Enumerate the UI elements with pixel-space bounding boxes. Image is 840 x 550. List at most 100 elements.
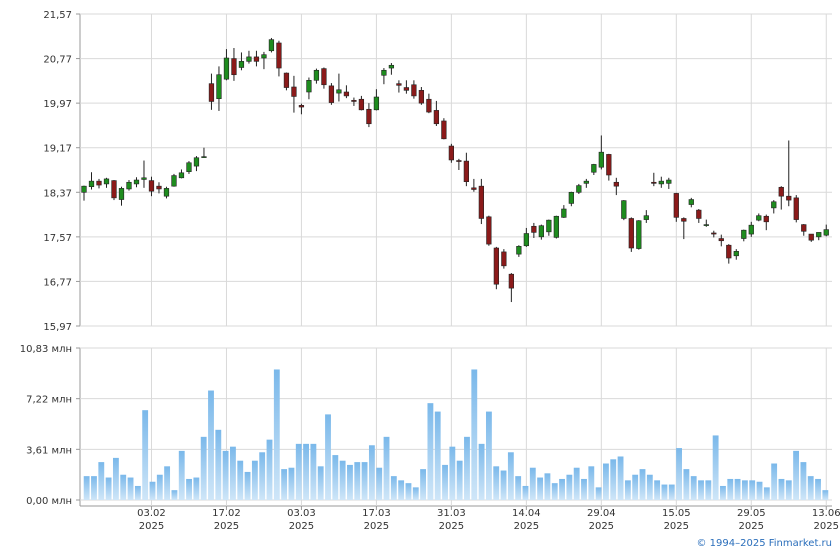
volume-bar bbox=[822, 490, 829, 500]
candle bbox=[681, 217, 687, 240]
candle bbox=[688, 197, 694, 208]
candle-body bbox=[133, 179, 140, 185]
volume-bar bbox=[295, 443, 302, 500]
date-tick-year: 2025 bbox=[664, 521, 689, 532]
candle bbox=[628, 217, 634, 252]
volume-tick-label: 0,00 млн bbox=[26, 496, 72, 507]
candle bbox=[816, 232, 822, 241]
volume-bar bbox=[464, 436, 470, 500]
candle-body bbox=[111, 180, 117, 199]
candle-body bbox=[598, 151, 604, 168]
volume-bar bbox=[676, 448, 682, 500]
candle bbox=[238, 52, 245, 71]
volume-bar bbox=[398, 480, 405, 500]
candle-body bbox=[148, 180, 155, 192]
copyright-text[interactable]: © 1994–2025 Finmarket.ru bbox=[696, 538, 832, 549]
volume-bar bbox=[705, 480, 712, 500]
candle-body bbox=[298, 105, 305, 108]
candle bbox=[523, 227, 529, 247]
volume-bar bbox=[442, 464, 448, 500]
volume-bar bbox=[698, 480, 704, 500]
volume-bar bbox=[259, 452, 266, 500]
date-tick-year: 2025 bbox=[139, 521, 164, 532]
price-tick-label: 20,77 bbox=[43, 55, 72, 66]
volume-tick-label: 3,61 млн bbox=[26, 445, 72, 456]
candle-body bbox=[718, 238, 724, 242]
candle-body bbox=[778, 186, 784, 197]
candle bbox=[606, 153, 612, 181]
candle bbox=[703, 219, 709, 227]
volume-bar bbox=[251, 460, 258, 500]
candle bbox=[186, 161, 192, 174]
volume-bar bbox=[712, 435, 719, 500]
volume-bar bbox=[683, 469, 690, 500]
volume-bar bbox=[134, 485, 141, 500]
candle-body bbox=[763, 215, 769, 223]
candle bbox=[823, 224, 829, 237]
candle-body bbox=[711, 232, 717, 235]
volume-bar bbox=[793, 450, 800, 500]
candle-body bbox=[733, 251, 739, 257]
candle bbox=[763, 214, 769, 231]
candle-body bbox=[291, 86, 297, 97]
candle-body bbox=[553, 215, 559, 238]
candle bbox=[328, 83, 335, 105]
volume-bar bbox=[325, 414, 331, 500]
candle-body bbox=[426, 98, 432, 113]
volume-bar bbox=[727, 478, 734, 500]
volume-bar bbox=[493, 466, 500, 500]
candle-body bbox=[441, 120, 447, 140]
volume-bar bbox=[456, 460, 463, 500]
candle-body bbox=[756, 215, 762, 221]
candle bbox=[126, 180, 132, 191]
candle-body bbox=[373, 96, 380, 111]
candle-body bbox=[748, 224, 754, 235]
volume-bar bbox=[127, 477, 134, 500]
candle bbox=[208, 73, 215, 110]
volume-bar bbox=[339, 460, 346, 500]
volume-bar bbox=[595, 487, 602, 500]
candle-body bbox=[456, 160, 462, 162]
candle bbox=[171, 173, 177, 187]
candle-body bbox=[313, 69, 320, 81]
date-tick-year: 2025 bbox=[589, 521, 614, 532]
candle-body bbox=[493, 247, 499, 285]
volume-bar bbox=[200, 436, 207, 500]
candle bbox=[351, 97, 357, 106]
date-tick-year: 2025 bbox=[814, 521, 839, 532]
volume-bar bbox=[573, 467, 580, 500]
volume-bar bbox=[164, 466, 171, 500]
candle-body bbox=[688, 199, 694, 205]
date-tick-label: 17.02 bbox=[212, 508, 241, 519]
candle-body bbox=[103, 178, 110, 185]
candle bbox=[531, 222, 537, 238]
date-tick-label: 29.04 bbox=[587, 508, 616, 519]
date-axis-labels: 03.02 2025 17.02 2025 03.03 2025 17.03 2025 31.0… bbox=[137, 508, 840, 532]
volume-bar bbox=[529, 467, 536, 500]
candle bbox=[636, 220, 642, 250]
candle-body bbox=[613, 181, 619, 187]
date-tick-label: 17.03 bbox=[362, 508, 391, 519]
candle-body bbox=[231, 58, 237, 76]
candle bbox=[756, 213, 762, 222]
volume-bar bbox=[91, 476, 97, 500]
candle bbox=[486, 215, 492, 246]
candle-body bbox=[793, 197, 799, 220]
candle bbox=[583, 178, 589, 188]
price-tick-label: 17,57 bbox=[43, 233, 72, 244]
volume-bar bbox=[654, 480, 661, 500]
candle-body bbox=[328, 85, 335, 103]
candle-body bbox=[163, 188, 170, 197]
volume-bar bbox=[112, 457, 119, 500]
candle bbox=[148, 176, 155, 197]
volume-bar bbox=[507, 452, 514, 500]
volume-bar bbox=[734, 478, 741, 500]
candle bbox=[621, 200, 627, 221]
volume-bar bbox=[149, 481, 156, 500]
candle-body bbox=[606, 154, 612, 176]
price-grid bbox=[76, 13, 832, 327]
candle bbox=[733, 249, 739, 260]
candle-body bbox=[216, 74, 222, 99]
volume-bar bbox=[288, 467, 295, 500]
candle bbox=[268, 37, 275, 53]
